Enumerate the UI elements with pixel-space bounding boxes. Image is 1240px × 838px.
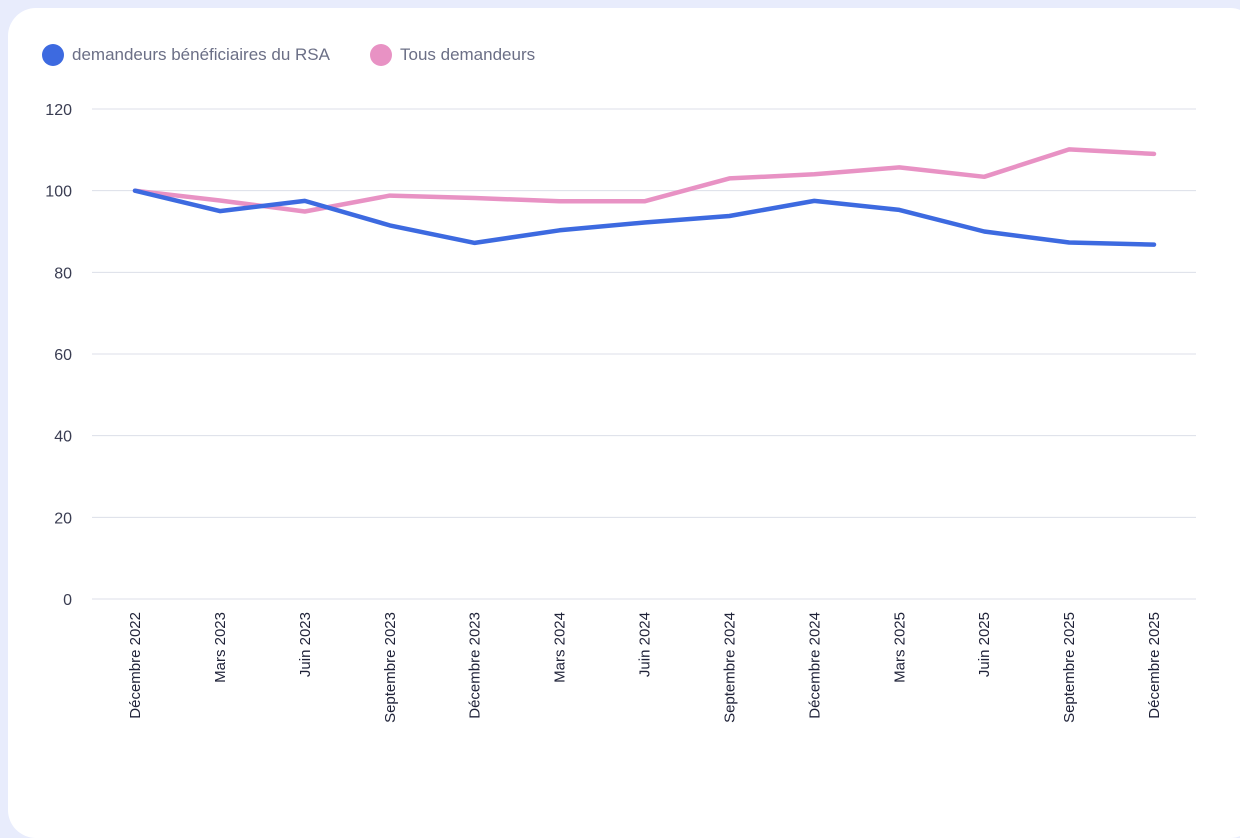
y-tick-label: 40 bbox=[54, 429, 72, 446]
line-chart: 0 20 40 60 80 100 120 Décembre 2022 Mars 2023 Jui… bbox=[0, 0, 1240, 814]
y-tick-label: 60 bbox=[54, 347, 72, 364]
x-tick-label: Décembre 2025 bbox=[1146, 612, 1163, 719]
x-tick-label: Juin 2024 bbox=[637, 612, 654, 677]
x-tick-label: Mars 2025 bbox=[891, 612, 908, 683]
x-tick-label: Mars 2024 bbox=[552, 612, 569, 683]
y-tick-label: 0 bbox=[63, 592, 72, 609]
x-tick-label: Septembre 2025 bbox=[1061, 612, 1078, 723]
y-tick-label: 100 bbox=[45, 184, 72, 201]
x-tick-label: Décembre 2022 bbox=[127, 612, 144, 719]
x-tick-label: Décembre 2023 bbox=[467, 612, 484, 719]
x-tick-label: Décembre 2024 bbox=[806, 612, 823, 719]
y-tick-label: 120 bbox=[45, 102, 72, 119]
y-tick-label: 20 bbox=[54, 510, 72, 527]
series-line-rsa bbox=[135, 191, 1154, 245]
x-tick-label: Mars 2023 bbox=[212, 612, 229, 683]
y-tick-label: 80 bbox=[54, 265, 72, 282]
x-tick-label: Septembre 2024 bbox=[721, 612, 738, 723]
x-tick-label: Juin 2025 bbox=[976, 612, 993, 677]
x-tick-label: Juin 2023 bbox=[297, 612, 314, 677]
x-tick-label: Septembre 2023 bbox=[382, 612, 399, 723]
